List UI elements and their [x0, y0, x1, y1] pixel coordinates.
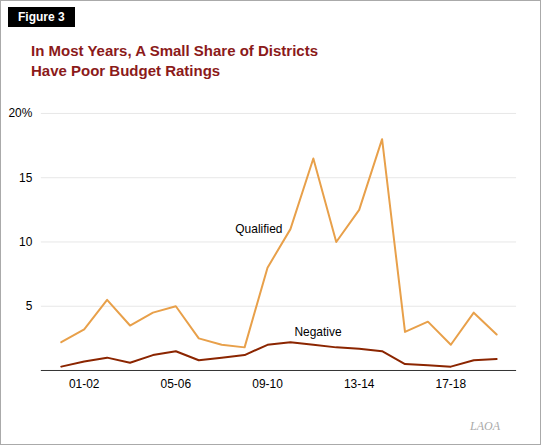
svg-text:13-14: 13-14: [344, 377, 375, 391]
svg-text:20%: 20%: [8, 106, 32, 120]
svg-text:Qualified: Qualified: [235, 222, 282, 236]
svg-text:05-06: 05-06: [161, 377, 192, 391]
svg-text:15: 15: [19, 171, 33, 185]
svg-text:17-18: 17-18: [436, 377, 467, 391]
svg-text:Negative: Negative: [294, 325, 341, 339]
svg-text:5: 5: [26, 299, 33, 313]
html-text:In Most Years, A Small Share o: In Most Years, A Small Share of District…: [31, 42, 318, 80]
html-text:LAOA: LAOA: [470, 419, 500, 433]
svg-text:01-02: 01-02: [69, 377, 100, 391]
html-text:Figure 3: Figure 3: [18, 10, 65, 24]
svg-text:09-10: 09-10: [252, 377, 283, 391]
svg-text:10: 10: [19, 235, 33, 249]
